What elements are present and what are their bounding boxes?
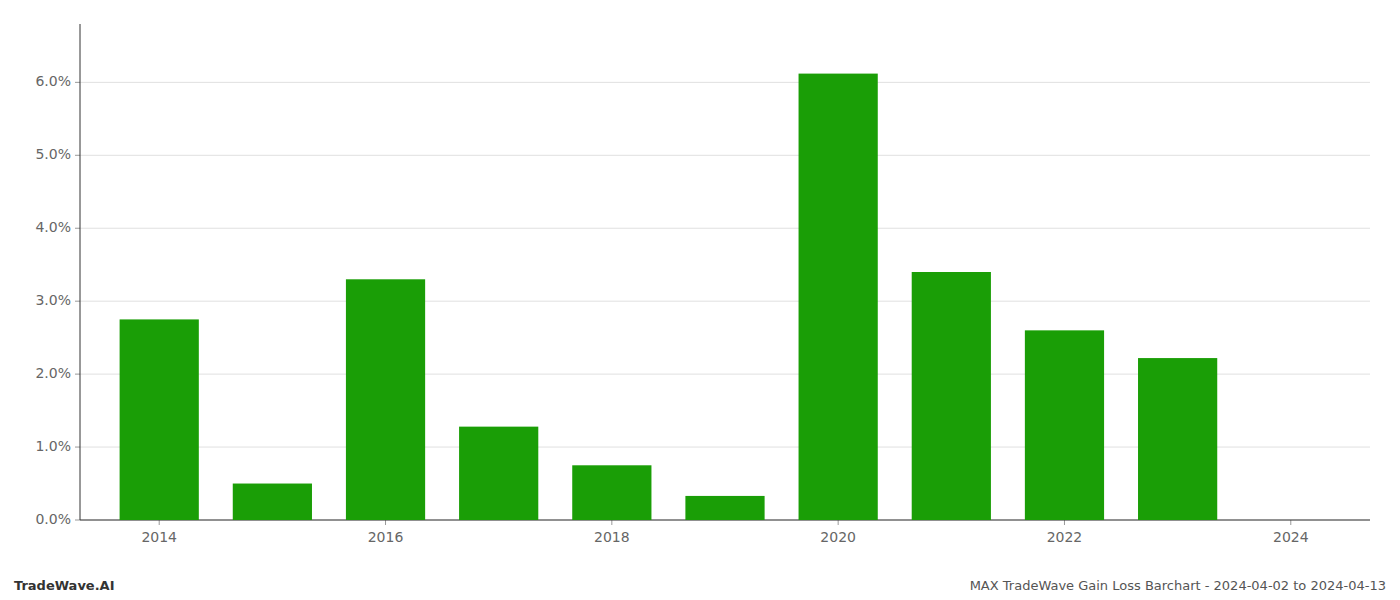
y-tick-label: 3.0% — [35, 292, 71, 308]
background — [0, 0, 1400, 600]
footer-right: MAX TradeWave Gain Loss Barchart - 2024-… — [970, 578, 1386, 593]
y-tick-label: 1.0% — [35, 438, 71, 454]
y-tick — [75, 447, 80, 448]
bars — [120, 74, 1218, 520]
bar — [799, 74, 878, 520]
y-axis-line — [80, 24, 81, 520]
y-tick-label: 6.0% — [35, 73, 71, 89]
y-tick — [75, 82, 80, 83]
y-tick — [75, 155, 80, 156]
bar — [1025, 330, 1104, 520]
x-tick — [1064, 520, 1065, 525]
footer-left: TradeWave.AI — [14, 578, 115, 593]
x-tick — [1290, 520, 1291, 525]
x-tick — [838, 520, 839, 525]
y-tick-label: 4.0% — [35, 219, 71, 235]
x-tick — [159, 520, 160, 525]
y-tick — [75, 228, 80, 229]
bar — [346, 279, 425, 520]
x-tick-label: 2014 — [141, 529, 177, 545]
y-tick-label: 5.0% — [35, 146, 71, 162]
bar — [1138, 358, 1217, 520]
y-tick — [75, 301, 80, 302]
x-tick — [611, 520, 612, 525]
grid-line — [80, 82, 1370, 83]
bar — [572, 465, 651, 520]
x-tick-label: 2024 — [1273, 529, 1309, 545]
grid-line — [80, 301, 1370, 302]
y-tick — [75, 374, 80, 375]
chart: 0.0% 1.0% 2.0% 3.0% 4.0% 5.0% 6.0% 2014 2016 2018… — [0, 0, 1400, 600]
x-tick-label: 2016 — [368, 529, 404, 545]
grid-line — [80, 155, 1370, 156]
y-tick-label: 0.0% — [35, 511, 71, 527]
y-tick — [75, 520, 80, 521]
bar — [120, 319, 199, 520]
bar — [685, 496, 764, 520]
grid-line — [80, 228, 1370, 229]
axes: 0.0% 1.0% 2.0% 3.0% 4.0% 5.0% 6.0% 2014 2016 2018… — [35, 24, 1370, 545]
x-tick — [385, 520, 386, 525]
bar — [459, 427, 538, 520]
x-tick-label: 2018 — [594, 529, 630, 545]
grid — [80, 82, 1370, 520]
bar — [233, 484, 312, 520]
y-tick-label: 2.0% — [35, 365, 71, 381]
x-tick-label: 2022 — [1047, 529, 1083, 545]
x-tick-label: 2020 — [820, 529, 856, 545]
bar — [912, 272, 991, 520]
